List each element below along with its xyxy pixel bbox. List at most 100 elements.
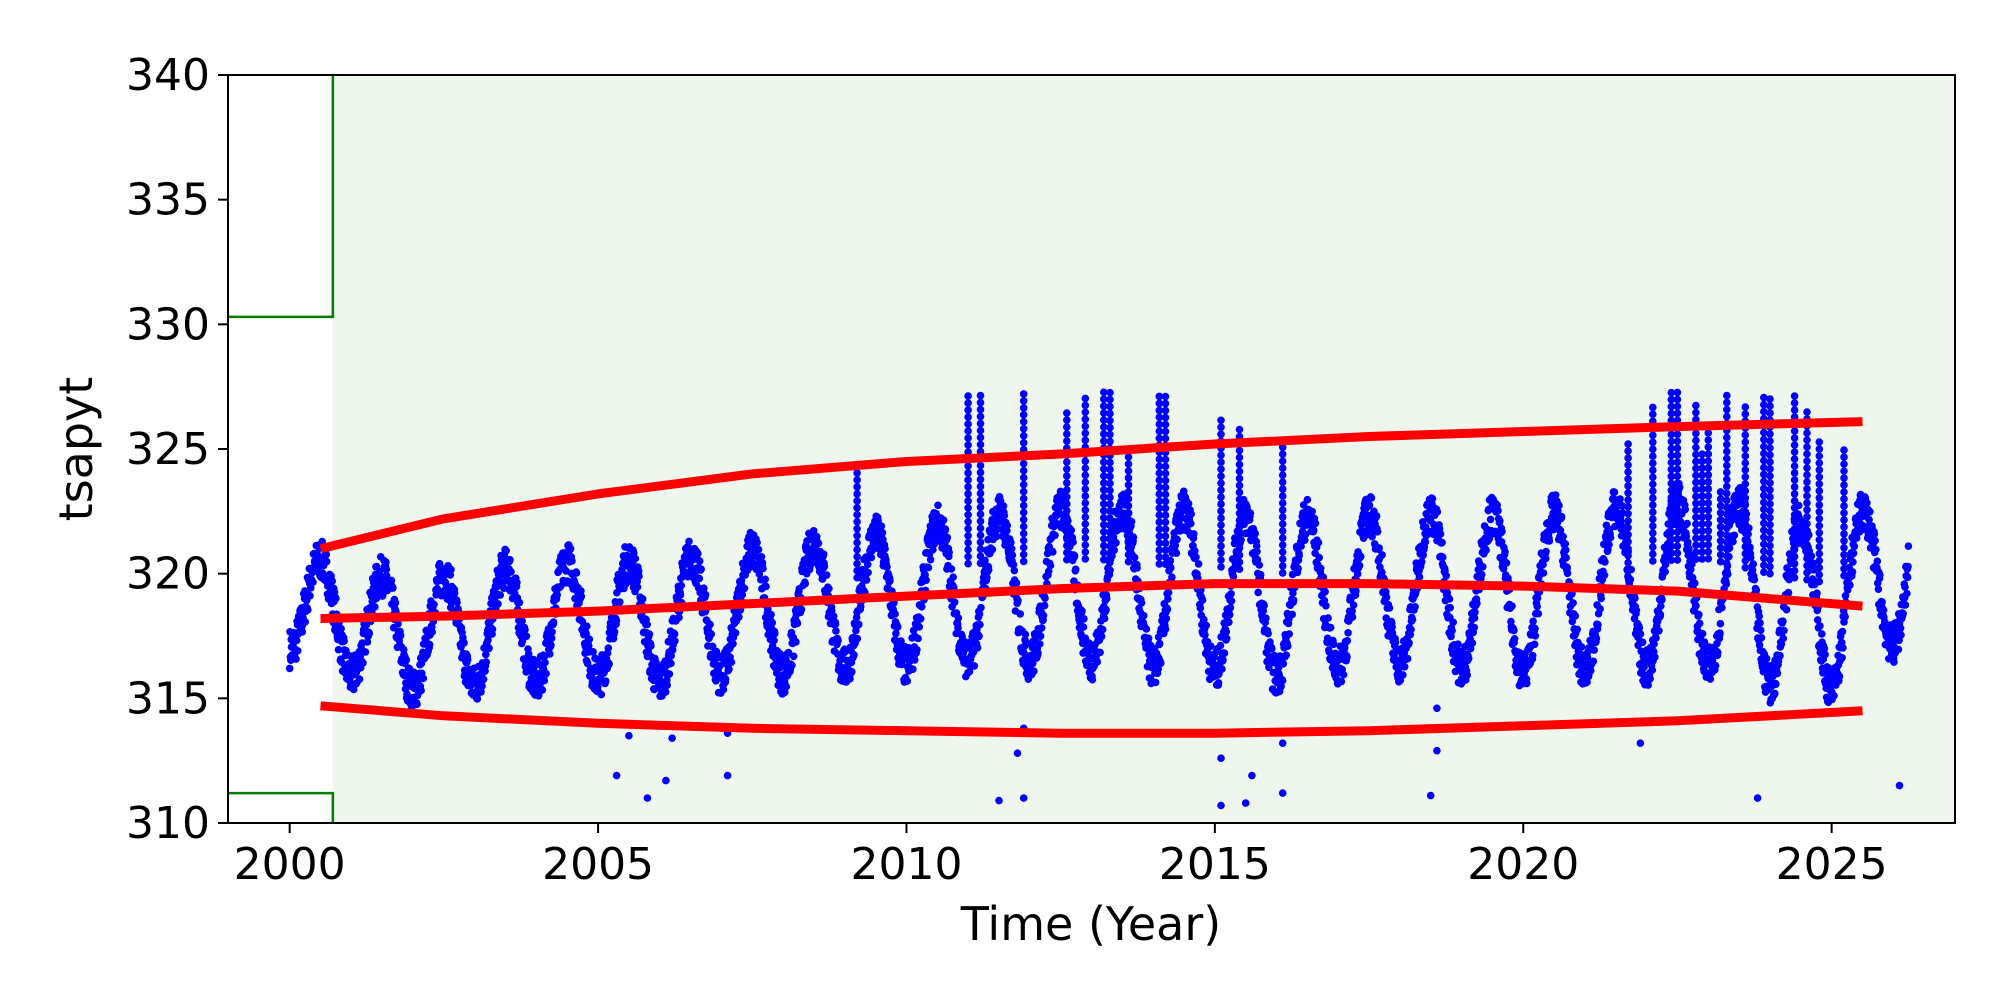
data-point [1741,556,1750,565]
data-point [1756,626,1765,634]
data-point [1766,458,1774,466]
data-point [976,426,985,435]
data-point [1235,453,1244,462]
data-point [1741,452,1750,460]
data-point [1161,504,1170,513]
data-point [597,690,606,699]
data-point [1081,541,1090,549]
data-point [1649,550,1657,558]
data-point [1741,466,1750,474]
data-point [1692,443,1700,452]
data-point [441,579,450,587]
data-point [1070,552,1079,560]
data-point [1278,499,1287,507]
data-point [1803,457,1811,465]
data-point [964,490,972,498]
data-point [1766,514,1774,522]
data-point [332,594,340,603]
data-point [478,682,486,690]
data-point [685,537,693,546]
data-point [430,600,438,609]
data-point [382,558,390,566]
data-point [645,630,654,638]
data-point [832,627,840,635]
data-point [1063,458,1071,466]
data-point [1161,420,1170,429]
data-point [1262,614,1270,622]
data-point [1063,493,1071,501]
data-point [1106,430,1114,439]
data-point [1315,553,1323,562]
data-point [1779,634,1788,643]
data-point [701,591,710,599]
data-point [1790,462,1799,470]
data-point [1278,555,1287,563]
data-point [1723,482,1731,491]
data-point [675,613,683,622]
data-point [1722,580,1731,588]
data-point [1278,534,1287,542]
data-point [1217,542,1225,550]
data-point [1415,573,1424,581]
data-point [819,550,828,558]
data-point [788,661,796,670]
data-point [301,618,310,626]
data-point [1724,570,1732,578]
data-point [1741,536,1750,544]
data-point [891,610,899,618]
data-point [1019,522,1028,531]
data-point [1106,535,1114,544]
data-point [1901,583,1909,591]
data-point [1723,475,1731,484]
data-point [1840,571,1848,580]
data-point [294,647,302,655]
data-point [1235,488,1244,497]
data-point [1673,556,1682,564]
data-point [502,547,511,555]
data-point [1878,598,1886,606]
data-point [1870,530,1879,539]
data-point [1849,558,1857,566]
data-point [1081,457,1090,466]
data-point [725,665,733,673]
data-point [1222,634,1231,643]
data-point [1766,493,1774,501]
data-point [853,490,861,498]
data-point [1217,458,1225,467]
data-point [1041,594,1049,602]
data-point [1766,507,1774,515]
data-point [1821,650,1829,659]
data-point [540,676,549,685]
data-point [1151,678,1160,687]
data-point [1741,410,1750,418]
data-point [1226,603,1235,612]
data-point [1741,549,1750,558]
data-point [1278,548,1287,556]
data-point [976,538,985,547]
data-point [1840,516,1848,524]
data-point [964,552,972,561]
data-point [1217,507,1225,515]
data-point [976,475,985,484]
data-point [1161,497,1170,506]
data-point [1227,597,1236,605]
data-point [1673,402,1682,411]
data-point [1790,490,1799,498]
data-point [1019,473,1028,482]
data-point [1349,601,1358,609]
data-point [1711,661,1720,670]
data-point [1403,654,1412,663]
data-point [1063,507,1071,515]
data-point [1217,563,1225,571]
data-point [1673,451,1682,460]
data-point [1766,562,1774,571]
data-point [1019,418,1028,426]
data-point [755,570,764,578]
data-point [1692,436,1700,445]
data-point [1803,534,1811,542]
data-point [1840,544,1848,552]
data-point [831,620,840,629]
data-point [1106,528,1114,537]
data-point [1872,545,1880,554]
data-point [947,565,956,573]
